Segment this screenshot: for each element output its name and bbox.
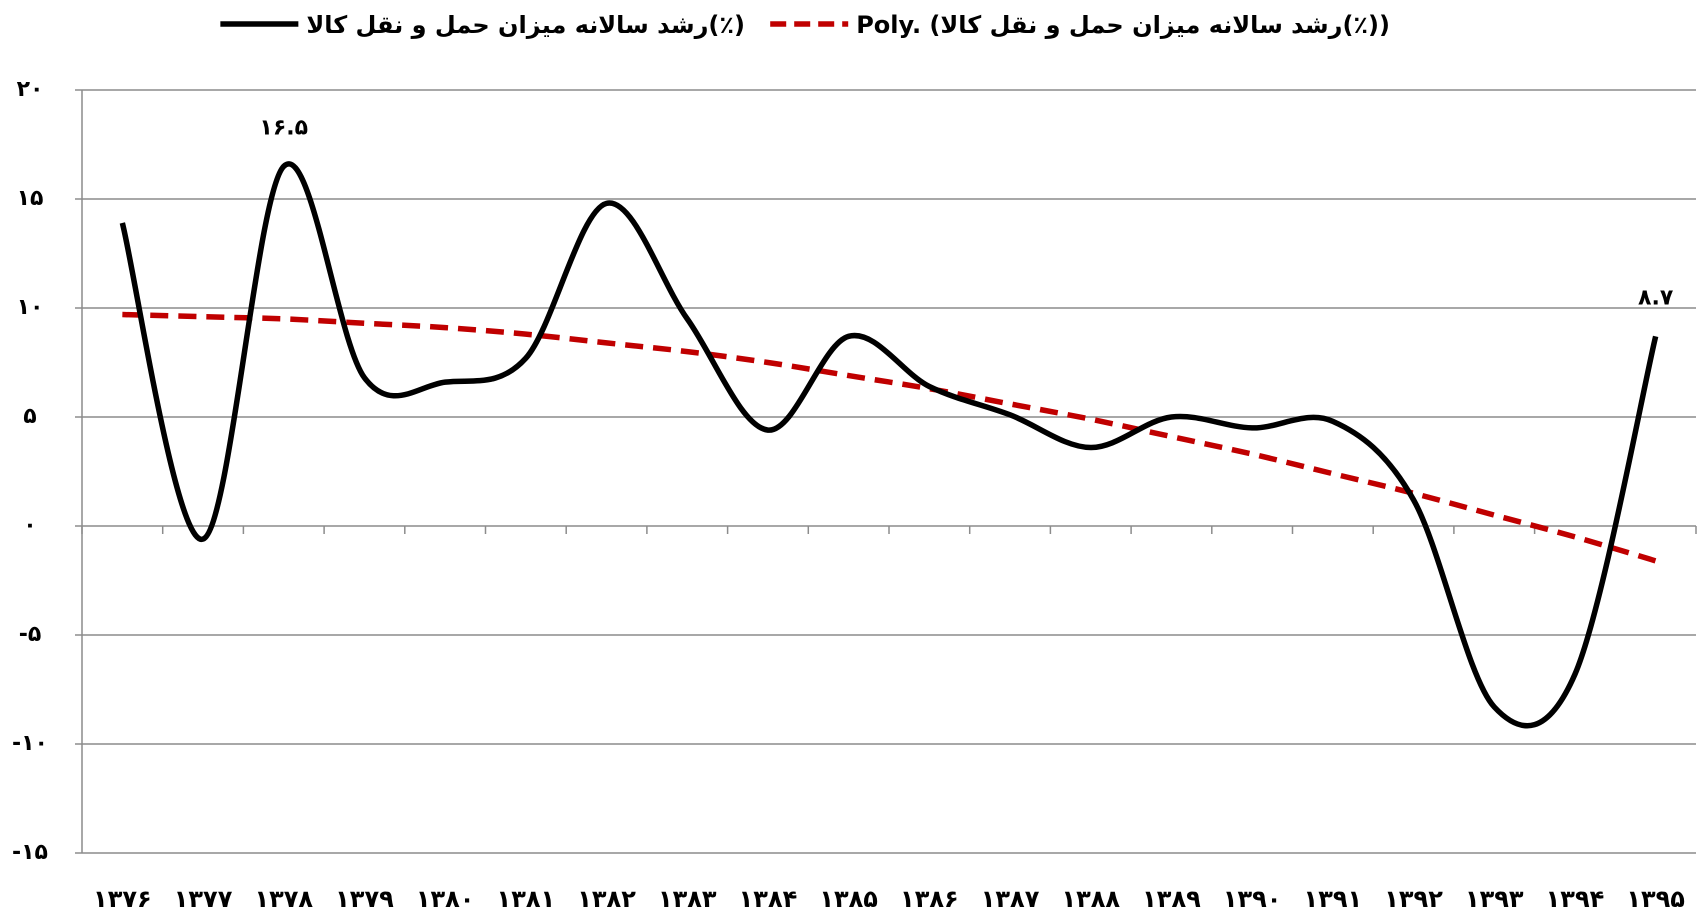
x-tick-label: ۱۳۹۵ xyxy=(1626,885,1685,913)
x-tick-label: ۱۳۹۰ xyxy=(1223,885,1282,913)
x-tick-label: ۱۳۹۳ xyxy=(1465,885,1524,913)
x-tick-label: ۱۳۸۵ xyxy=(819,885,878,913)
y-tick-label: ۱۵ xyxy=(17,186,44,211)
x-tick-label: ۱۳۸۴ xyxy=(739,885,798,913)
y-tick-label: ۰ xyxy=(23,513,36,538)
y-tick-label: -۵ xyxy=(19,622,42,647)
x-tick-label: ۱۳۹۲ xyxy=(1384,885,1443,913)
x-tick-label: ۱۳۸۶ xyxy=(900,885,959,913)
series-line xyxy=(119,161,1659,729)
x-tick-label: ۱۳۸۲ xyxy=(577,885,636,913)
x-tick-label: ۱۳۹۴ xyxy=(1546,885,1605,913)
x-tick-label: ۱۳۸۹ xyxy=(1142,885,1201,913)
legend-label: Poly. (رشد سالانه میزان حمل و نقل کالا(٪… xyxy=(856,11,1390,39)
x-tick-label: ۱۳۷۸ xyxy=(254,885,313,913)
y-tick-label: -۱۵ xyxy=(12,840,48,865)
x-tick-label: ۱۳۷۹ xyxy=(335,885,394,913)
x-tick-label: ۱۳۷۷ xyxy=(174,885,233,913)
x-tick-label: ۱۳۹۱ xyxy=(1304,885,1363,913)
x-tick-label: ۱۳۸۳ xyxy=(658,885,717,913)
legend-label: رشد سالانه میزان حمل و نقل کالا(٪) xyxy=(306,11,745,39)
y-tick-label: ۱۰ xyxy=(17,295,44,320)
y-tick-label: ۵ xyxy=(23,404,36,429)
x-tick-label: ۱۳۸۰ xyxy=(416,885,475,913)
x-tick-label: ۱۳۸۸ xyxy=(1061,885,1120,913)
x-tick-label: ۱۳۸۷ xyxy=(981,885,1040,913)
y-tick-label: ۲۰ xyxy=(17,77,44,102)
x-tick-label: ۱۳۷۶ xyxy=(93,885,152,913)
data-label: ۸.۷ xyxy=(1638,285,1674,310)
x-tick-label: ۱۳۸۱ xyxy=(497,885,556,913)
data-label: ۱۶.۵ xyxy=(259,115,308,140)
y-tick-label: -۱۰ xyxy=(12,731,48,756)
